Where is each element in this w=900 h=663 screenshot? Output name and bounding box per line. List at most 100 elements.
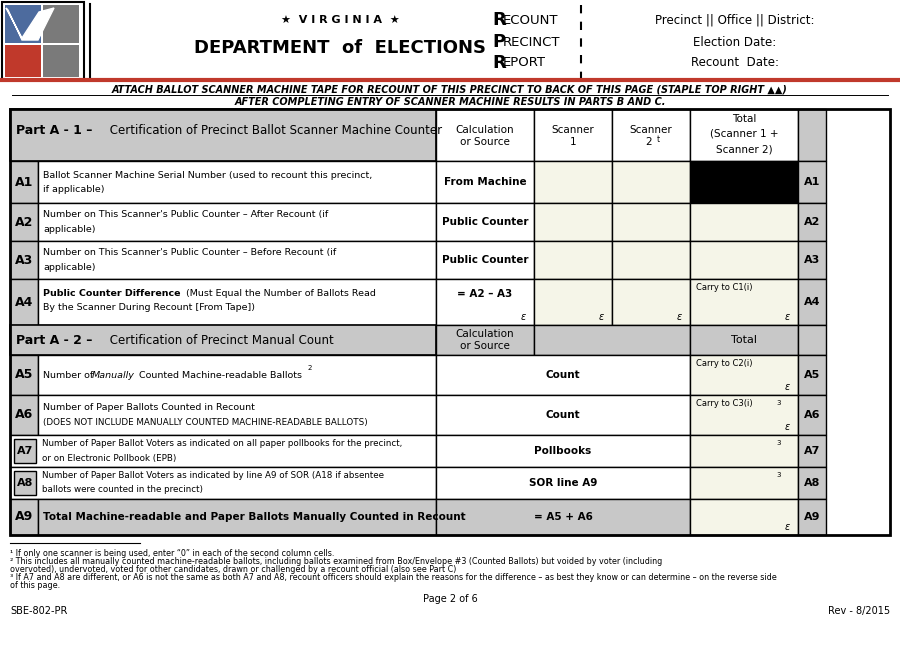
Bar <box>612 109 690 161</box>
Bar <box>5 45 41 77</box>
Text: A5: A5 <box>804 370 820 380</box>
Text: Number of Paper Ballot Voters as indicated on all paper pollbooks for the precin: Number of Paper Ballot Voters as indicat… <box>42 440 402 448</box>
Text: Total: Total <box>731 335 757 345</box>
Bar <box>10 499 38 535</box>
Bar <box>10 109 436 161</box>
Bar <box>10 109 890 535</box>
Bar <box>10 467 436 499</box>
Text: 2: 2 <box>308 365 312 371</box>
Text: ε: ε <box>677 312 682 322</box>
Bar <box>38 203 436 241</box>
Bar <box>798 203 826 241</box>
Text: A1: A1 <box>14 176 33 188</box>
Bar <box>436 355 690 395</box>
Text: R: R <box>492 11 506 29</box>
Bar <box>38 241 436 279</box>
Text: Count: Count <box>545 370 580 380</box>
Bar <box>690 467 798 499</box>
Text: Ballot Scanner Machine Serial Number (used to recount this precinct,: Ballot Scanner Machine Serial Number (us… <box>43 170 373 180</box>
Bar <box>38 395 436 435</box>
Text: Number of: Number of <box>43 371 96 379</box>
Text: From Machine: From Machine <box>444 177 526 187</box>
Bar <box>10 241 38 279</box>
Text: or Source: or Source <box>460 341 510 351</box>
Bar <box>798 467 826 499</box>
Polygon shape <box>6 8 54 40</box>
Text: of this page.: of this page. <box>10 581 60 591</box>
Text: A3: A3 <box>15 253 33 267</box>
Text: overvoted), undervoted, voted for other candidates, drawn or challenged by a rec: overvoted), undervoted, voted for other … <box>10 566 456 575</box>
Bar <box>534 325 690 355</box>
Text: if applicable): if applicable) <box>43 184 104 194</box>
Text: or on Electronic Pollbook (EPB): or on Electronic Pollbook (EPB) <box>42 453 176 463</box>
Bar <box>690 325 798 355</box>
Text: Carry to C2(i): Carry to C2(i) <box>696 359 752 367</box>
Bar <box>10 395 38 435</box>
Bar <box>534 203 612 241</box>
Bar <box>798 109 826 161</box>
Bar <box>2 2 84 80</box>
Text: Number of Paper Ballots Counted in Recount: Number of Paper Ballots Counted in Recou… <box>43 402 255 412</box>
Text: ε: ε <box>785 522 790 532</box>
Text: 3: 3 <box>776 472 780 478</box>
Text: A7: A7 <box>17 446 33 456</box>
Text: Scanner: Scanner <box>630 125 672 135</box>
Bar <box>0 0 900 85</box>
Bar <box>612 241 690 279</box>
Bar <box>690 203 798 241</box>
Text: ★  V I R G I N I A  ★: ★ V I R G I N I A ★ <box>281 15 400 25</box>
Bar <box>534 241 612 279</box>
Bar <box>436 203 534 241</box>
Text: Number of Paper Ballot Voters as indicated by line A9 of SOR (A18 if absentee: Number of Paper Ballot Voters as indicat… <box>42 471 384 481</box>
Text: Certification of Precinct Manual Count: Certification of Precinct Manual Count <box>106 333 334 347</box>
Bar <box>612 203 690 241</box>
Text: AFTER COMPLETING ENTRY OF SCANNER MACHINE RESULTS IN PARTS B AND C.: AFTER COMPLETING ENTRY OF SCANNER MACHIN… <box>234 97 666 107</box>
Bar <box>690 279 798 325</box>
Text: ² This includes all manually counted machine-readable ballots, including ballots: ² This includes all manually counted mac… <box>10 558 662 566</box>
Bar <box>14 439 36 463</box>
Text: 3: 3 <box>776 400 780 406</box>
Bar <box>798 355 826 395</box>
Bar <box>612 161 690 203</box>
Text: Election Date:: Election Date: <box>693 36 777 48</box>
Text: ε: ε <box>785 382 790 392</box>
Text: Scanner: Scanner <box>552 125 594 135</box>
Bar <box>690 241 798 279</box>
Text: Calculation: Calculation <box>455 125 514 135</box>
Text: applicable): applicable) <box>43 225 95 233</box>
Text: P: P <box>492 33 505 51</box>
Text: Part A - 2 –: Part A - 2 – <box>16 333 93 347</box>
Bar <box>436 395 690 435</box>
Bar <box>436 467 690 499</box>
Text: A2: A2 <box>804 217 820 227</box>
Text: (Must Equal the Number of Ballots Read: (Must Equal the Number of Ballots Read <box>180 288 376 298</box>
Text: ε: ε <box>785 312 790 322</box>
Text: A6: A6 <box>804 410 820 420</box>
Text: Number on This Scanner's Public Counter – After Recount (if: Number on This Scanner's Public Counter … <box>43 210 328 219</box>
Bar <box>10 435 436 467</box>
Bar <box>690 395 798 435</box>
Text: A5: A5 <box>14 369 33 381</box>
Bar <box>436 241 534 279</box>
Bar <box>436 109 534 161</box>
Text: Scanner 2): Scanner 2) <box>716 144 772 154</box>
Text: A1: A1 <box>804 177 820 187</box>
Bar <box>690 499 798 535</box>
Text: A6: A6 <box>15 408 33 422</box>
Text: (DOES NOT INCLUDE MANUALLY COUNTED MACHINE-READABLE BALLOTS): (DOES NOT INCLUDE MANUALLY COUNTED MACHI… <box>43 418 368 426</box>
Bar <box>43 5 79 43</box>
Text: ε: ε <box>785 422 790 432</box>
Text: A4: A4 <box>14 296 33 308</box>
Text: A2: A2 <box>14 215 33 229</box>
Text: Counted Machine-readable Ballots: Counted Machine-readable Ballots <box>136 371 302 379</box>
Text: ε: ε <box>521 312 526 322</box>
Text: Public Counter: Public Counter <box>442 217 528 227</box>
Text: ³ If A7 and A8 are different, or A6 is not the same as both A7 and A8, recount o: ³ If A7 and A8 are different, or A6 is n… <box>10 573 777 583</box>
Bar <box>10 355 38 395</box>
Text: A9: A9 <box>804 512 820 522</box>
Text: A8: A8 <box>804 478 820 488</box>
Bar <box>10 279 38 325</box>
Text: Part A - 1 –: Part A - 1 – <box>16 123 93 137</box>
Text: = A2 – A3: = A2 – A3 <box>457 289 513 299</box>
Bar <box>690 161 798 203</box>
